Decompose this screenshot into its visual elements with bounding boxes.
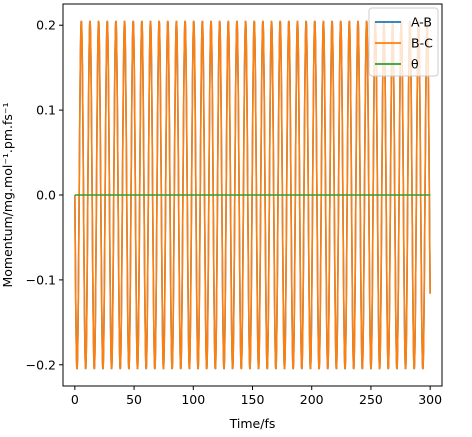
series-layer	[74, 20, 431, 370]
legend-label: A-B	[411, 15, 432, 30]
legend-label: θ	[411, 57, 419, 72]
y-tick-label: 0.2	[36, 18, 56, 33]
x-tick-label: 200	[300, 392, 324, 407]
series-line-2	[74, 20, 431, 370]
y-tick-label: 0.1	[36, 103, 56, 118]
legend-box	[368, 7, 439, 77]
x-tick-label: 100	[181, 392, 205, 407]
y-tick-label: −0.1	[26, 272, 56, 287]
legend-label: B-C	[411, 36, 433, 51]
y-tick-label: 0.0	[36, 188, 56, 203]
x-tick-label: 250	[359, 392, 383, 407]
x-axis-label: Time/fs	[229, 416, 276, 431]
legend: A-B B-C θ	[368, 7, 439, 77]
y-axis-label: Momentum/mg.mol⁻¹.pm.fs⁻¹	[0, 102, 15, 287]
x-axis: 0 50 100 150 200 250 300	[71, 386, 442, 407]
x-tick-label: 0	[71, 392, 79, 407]
y-axis: −0.2 −0.1 0.0 0.1 0.2	[26, 18, 63, 372]
x-tick-label: 300	[418, 392, 442, 407]
y-tick-label: −0.2	[26, 357, 56, 372]
x-tick-label: 150	[241, 392, 265, 407]
x-tick-label: 50	[126, 392, 142, 407]
